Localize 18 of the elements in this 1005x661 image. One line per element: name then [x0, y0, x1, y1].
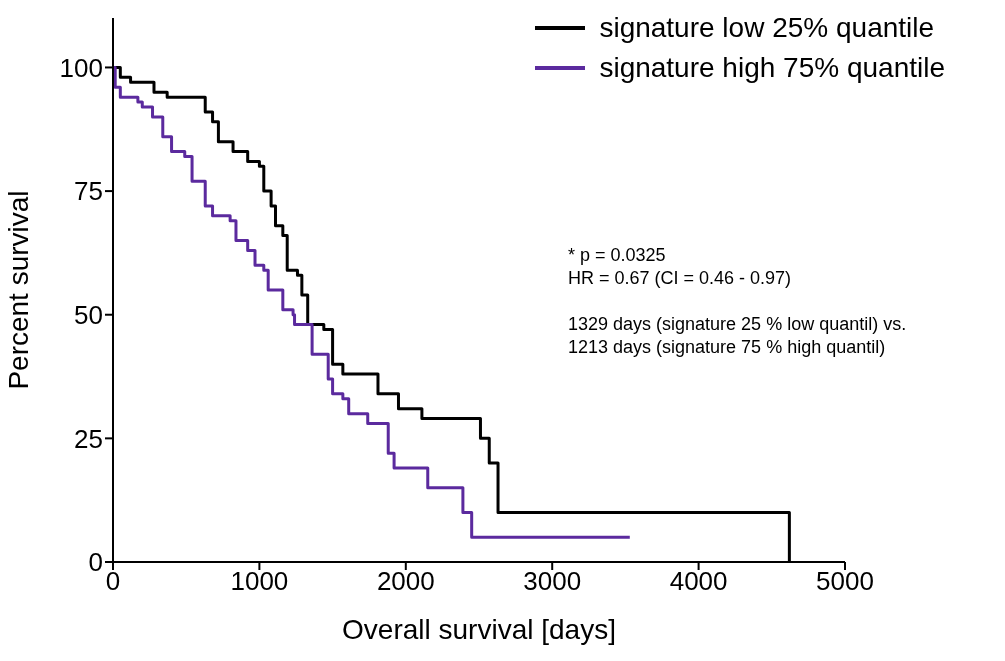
legend-label: signature high 75% quantile — [599, 52, 945, 84]
x-tick-label: 1000 — [230, 566, 289, 597]
y-axis-title: Percent survival — [2, 190, 34, 390]
y-tick-label: 50 — [74, 299, 103, 330]
x-tick-label: 5000 — [816, 566, 874, 597]
y-tick-label: 100 — [59, 52, 103, 83]
x-axis-title: Overall survival [days] — [342, 614, 616, 645]
y-tick-label: 0 — [88, 547, 103, 578]
annotation: 1329 days (signature 25 % low quantil) vs. — [568, 313, 907, 336]
x-tick-label: 3000 — [523, 566, 582, 597]
x-tick-label: 4000 — [669, 566, 728, 597]
y-tick-label: 75 — [74, 176, 103, 207]
annotation: 1213 days (signature 75 % high quantil) — [568, 336, 887, 359]
annotation: HR = 0.67 (CI = 0.46 - 0.97) — [568, 267, 793, 290]
x-tick-label: 2000 — [376, 566, 435, 597]
y-tick-label: 25 — [74, 423, 103, 454]
annotation: * p = 0.0325 — [568, 244, 667, 267]
legend-label: signature low 25% quantile — [599, 12, 935, 44]
